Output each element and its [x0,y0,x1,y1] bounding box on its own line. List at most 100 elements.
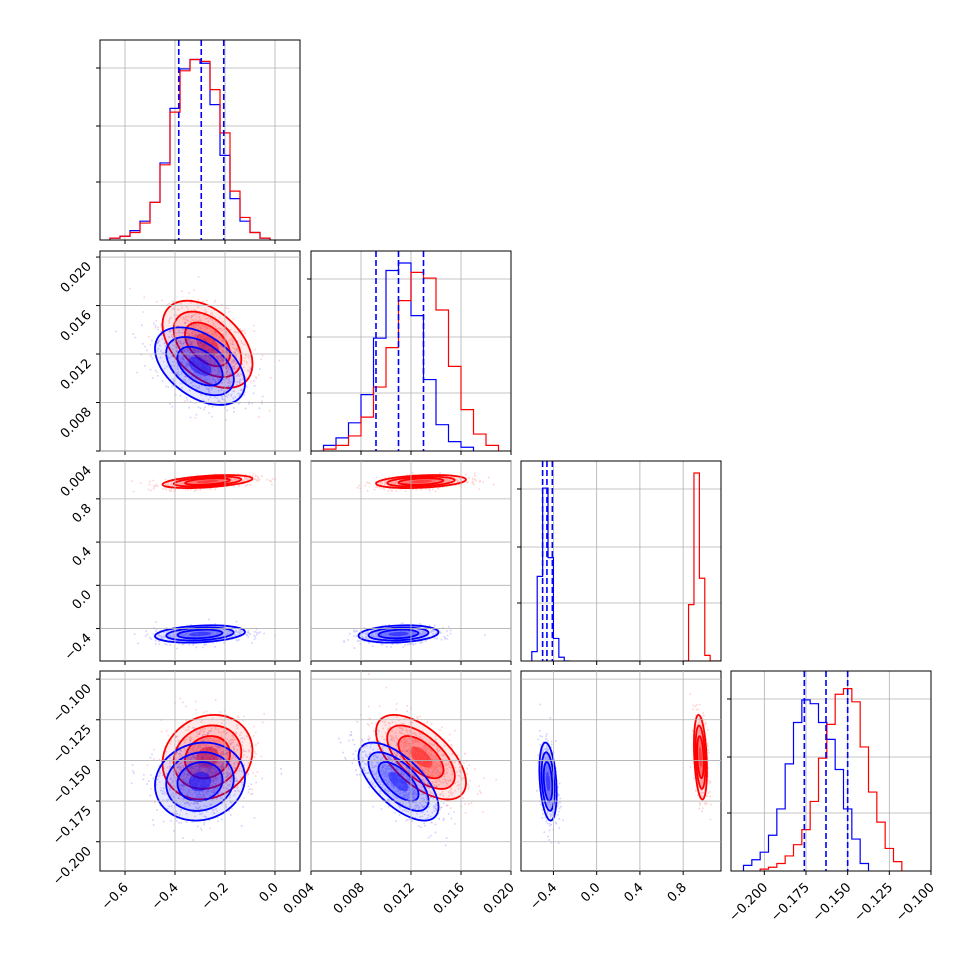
contour-series-0 [357,624,440,644]
density-fill-series-0 [166,337,234,396]
contour-series-1 [172,475,243,488]
density-p4-vs-p1 [130,697,283,841]
y-tick-label-p2: 0.020 [58,259,95,296]
contour-series-1 [184,477,231,486]
contour-series-1 [172,310,243,378]
x-tick-label-p3: 0.4 [622,880,647,905]
density-fill-series-0 [378,629,419,639]
y-tick-label-p4: −0.200 [50,844,95,889]
x-tick-label-p2: 0.016 [431,880,468,917]
scatter-points-series-0 [338,720,455,847]
contour-series-0 [357,741,440,822]
y-tick-label-p3: 0.4 [70,544,95,569]
histogram-p2-series-1 [322,271,500,451]
density-fill-series-0 [188,356,212,376]
histogram-p3-series-0 [531,487,570,661]
contour-series-0 [377,628,420,640]
grid-2-1 [310,461,512,661]
scatter-panel-p3-vs-p1 [96,460,301,665]
density-fill-series-0 [154,327,245,405]
x-tick-label-p2: 0.020 [481,880,518,917]
contour-series-0 [165,751,235,812]
y-tick-label-p3: 0.8 [70,501,95,526]
contour-series-0 [154,624,246,644]
grid-1-0 [100,251,300,452]
histogram-p4-series-1 [759,688,903,871]
x-tick-label-p3: −0.4 [527,880,560,913]
density-p3-vs-p2 [343,471,495,649]
panel-frame [99,460,301,662]
density-fill-series-1 [196,479,219,484]
contour-series-0 [176,761,224,802]
contour-series-0 [154,741,246,822]
density-fill-series-1 [409,746,433,768]
scatter-points-series-1 [350,673,497,825]
contour-series-1 [161,474,254,489]
y-tick-label-p3: −0.4 [62,631,95,664]
scatter-points-series-1 [129,276,281,419]
x-tick-label-p4: −0.125 [852,880,897,925]
density-p2-vs-p1 [115,276,281,421]
panel-frame [520,670,722,872]
histogram-p2-series-0 [322,262,475,451]
panel-frame [99,39,301,241]
y-tick-label-p4: −0.125 [50,722,95,767]
grid-2-0 [100,461,300,661]
x-tick-label-p1: 0.0 [257,880,282,905]
y-tick-label-p3: 0.004 [58,463,95,500]
y-tick-label-p4: −0.100 [50,681,95,726]
contour-series-1 [161,299,254,389]
x-tick-label-p4: −0.100 [893,880,938,925]
x-tick-label-p4: −0.200 [727,880,772,925]
density-p4-vs-p2 [338,673,497,847]
contour-series-1 [694,724,707,790]
contour-series-1 [161,714,254,801]
density-fill-series-1 [398,736,444,779]
density-p4-vs-p3 [536,693,712,844]
grid-3-1 [310,671,512,871]
histogram-panel-p4 [727,670,932,875]
x-tick-label-p1: −0.2 [199,880,232,913]
y-tick-label-p3: 0.0 [70,588,95,613]
density-fill-series-0 [177,762,223,802]
scatter-panel-p2-vs-p1 [96,250,301,455]
density-fill-series-0 [388,631,409,637]
density-fill-series-1 [698,746,703,768]
histogram-steps-p1 [109,40,271,240]
density-fill-series-0 [188,631,212,637]
contour-series-1 [693,714,708,801]
histogram-p1-series-0 [109,58,271,240]
y-tick-label-p2: 0.012 [58,356,95,393]
density-p3-vs-p1 [131,472,276,650]
histogram-panel-p2 [307,250,512,455]
density-fill-series-0 [545,771,551,792]
contour-series-0 [540,751,556,812]
panel-frame [730,670,932,872]
contour-series-0 [176,628,224,640]
histogram-panel-p1 [96,39,301,244]
y-tick-label-p4: −0.150 [50,763,95,808]
x-tick-label-p2: 0.004 [281,880,318,917]
contour-series-1 [375,714,467,801]
density-fill-series-1 [387,725,455,789]
x-tick-label-p2: 0.008 [331,880,368,917]
histogram-p3-series-1 [683,472,721,661]
scatter-points-series-1 [146,697,265,830]
y-tick-label-p2: 0.016 [58,308,95,345]
panel-frame [99,670,301,872]
panel-frame [520,460,722,662]
y-tick-label-p2: 0.008 [58,405,95,442]
contour-series-1 [397,735,445,780]
density-fill-series-0 [388,771,409,792]
density-fill-series-0 [188,771,212,792]
density-fill-series-0 [368,752,429,811]
density-fill-series-1 [409,479,433,484]
histogram-steps-p3 [531,461,721,661]
density-fill-series-0 [378,762,419,802]
histogram-p1-series-1 [109,58,271,240]
histogram-p4-series-0 [742,699,870,871]
contour-series-0 [154,326,246,406]
grid-3-0 [100,671,300,871]
x-tick-label-p4: −0.175 [768,880,813,925]
histogram-steps-p2 [322,251,500,451]
